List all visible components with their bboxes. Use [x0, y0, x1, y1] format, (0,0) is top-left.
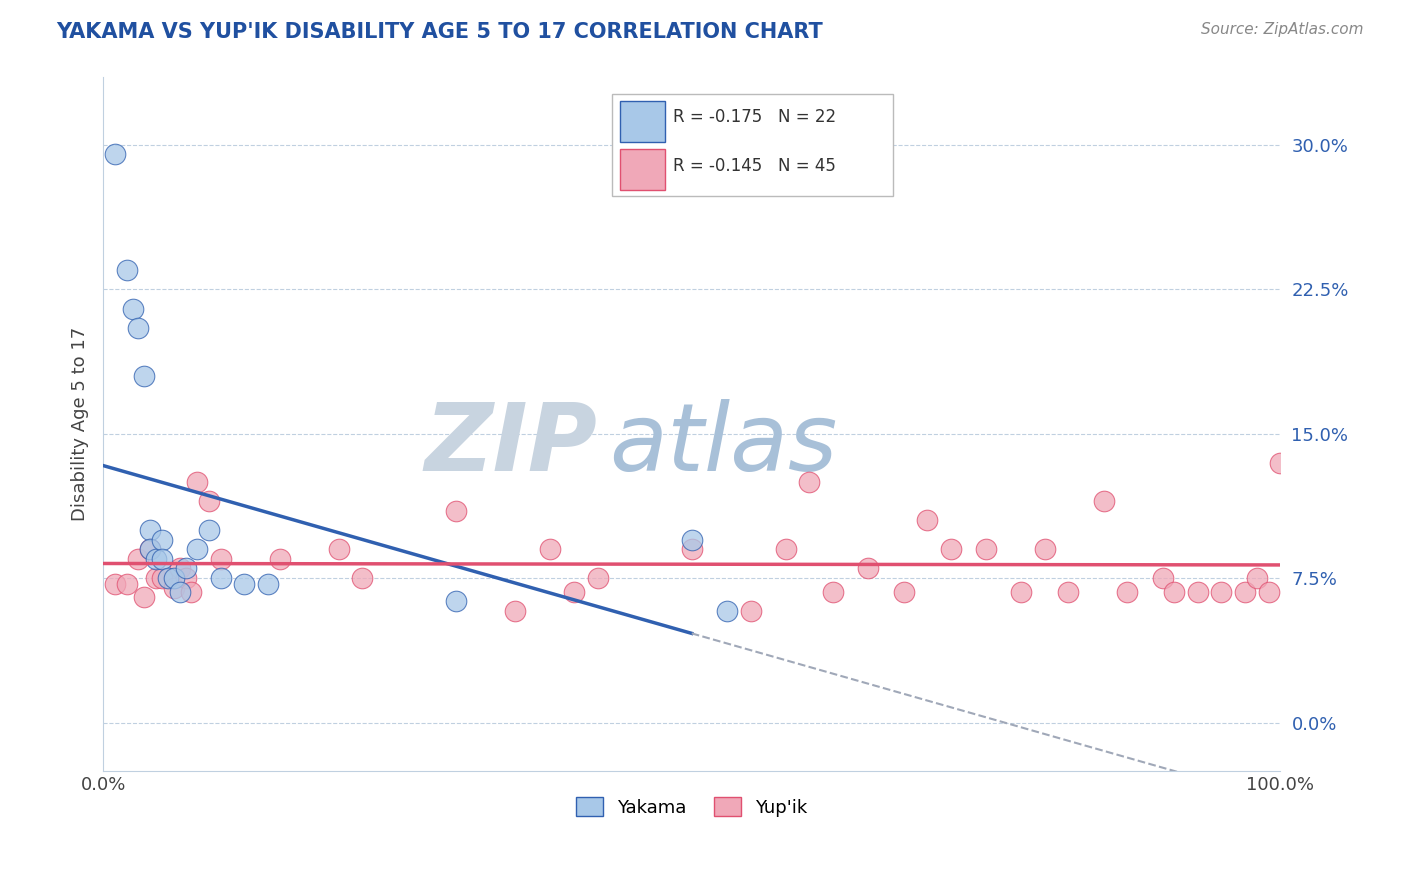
Point [134, 591, 156, 605]
Point [186, 475, 208, 489]
Point [169, 584, 191, 599]
Point [586, 571, 609, 585]
Point [139, 542, 162, 557]
Point [134, 368, 156, 383]
Point [503, 604, 526, 618]
Point [893, 584, 915, 599]
Point [1163, 584, 1185, 599]
Point [233, 577, 256, 591]
Point [145, 571, 167, 585]
Point [150, 552, 173, 566]
Text: R = -0.175   N = 22: R = -0.175 N = 22 [673, 108, 837, 127]
Text: atlas: atlas [609, 400, 838, 491]
Point [328, 542, 350, 557]
Point [1057, 584, 1080, 599]
Point [1152, 571, 1174, 585]
Point [127, 552, 149, 566]
Y-axis label: Disability Age 5 to 17: Disability Age 5 to 17 [72, 327, 89, 521]
Text: YAKAMA VS YUP'IK DISABILITY AGE 5 TO 17 CORRELATION CHART: YAKAMA VS YUP'IK DISABILITY AGE 5 TO 17 … [56, 22, 823, 42]
Point [1116, 584, 1139, 599]
Text: ZIP: ZIP [425, 399, 598, 491]
Point [1270, 456, 1292, 470]
Point [115, 263, 138, 277]
Point [127, 320, 149, 334]
Point [104, 147, 127, 161]
Point [1211, 584, 1233, 599]
Point [681, 533, 703, 547]
Point [163, 571, 186, 585]
Text: R = -0.145   N = 45: R = -0.145 N = 45 [673, 158, 837, 176]
Point [150, 571, 173, 585]
Legend: Yakama, Yup'ik: Yakama, Yup'ik [568, 790, 815, 824]
Point [446, 594, 468, 608]
Point [1246, 571, 1268, 585]
Point [799, 475, 821, 489]
Point [104, 577, 127, 591]
Point [775, 542, 797, 557]
Point [974, 542, 997, 557]
Point [257, 577, 280, 591]
Point [156, 571, 179, 585]
Point [163, 581, 186, 595]
Point [681, 542, 703, 557]
Point [150, 533, 173, 547]
Point [174, 571, 197, 585]
Point [1257, 584, 1279, 599]
Point [1010, 584, 1032, 599]
Point [139, 542, 162, 557]
Point [186, 542, 208, 557]
Point [198, 494, 221, 508]
Point [115, 577, 138, 591]
Point [915, 513, 938, 527]
Point [446, 504, 468, 518]
Point [198, 523, 221, 537]
Point [121, 301, 143, 316]
Text: Source: ZipAtlas.com: Source: ZipAtlas.com [1201, 22, 1364, 37]
Point [352, 571, 374, 585]
Point [562, 584, 585, 599]
Point [858, 561, 880, 575]
Point [540, 542, 562, 557]
Point [716, 604, 738, 618]
Point [1033, 542, 1056, 557]
Point [1092, 494, 1115, 508]
Point [145, 552, 167, 566]
Point [740, 604, 762, 618]
Point [139, 523, 162, 537]
Point [180, 584, 202, 599]
Point [1187, 584, 1209, 599]
Point [209, 571, 232, 585]
Point [1234, 584, 1257, 599]
Point [821, 584, 844, 599]
Point [939, 542, 962, 557]
Point [174, 561, 197, 575]
Point [169, 561, 191, 575]
Point [269, 552, 291, 566]
Point [209, 552, 232, 566]
